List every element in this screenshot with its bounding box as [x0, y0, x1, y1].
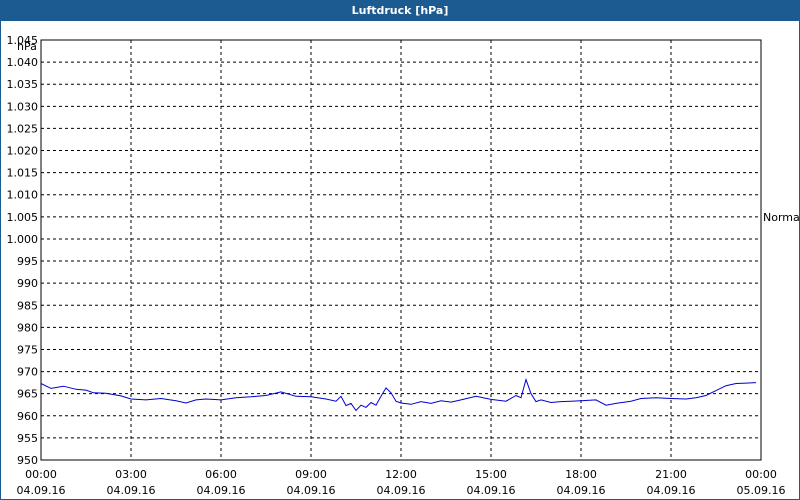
y-tick-label: 1.000	[7, 233, 39, 246]
normal-reference-label: Normal	[763, 211, 800, 224]
x-tick-date-label: 04.09.16	[197, 484, 246, 497]
x-tick-date-label: 04.09.16	[17, 484, 66, 497]
x-tick-date-label: 05.09.16	[737, 484, 786, 497]
x-tick-time-label: 18:00	[565, 468, 597, 481]
x-tick-date-label: 04.09.16	[287, 484, 336, 497]
grid-lines	[41, 39, 761, 460]
y-tick-label: 995	[17, 255, 38, 268]
y-tick-label: 1.010	[7, 189, 39, 202]
y-tick-label: 1.040	[7, 56, 39, 69]
x-tick-time-label: 15:00	[475, 468, 507, 481]
y-tick-label: 955	[17, 432, 38, 445]
y-tick-label: 980	[17, 321, 38, 334]
plot-area-border	[40, 39, 762, 461]
y-tick-label: 960	[17, 410, 38, 423]
y-axis-label: hPa	[17, 40, 37, 53]
x-tick-time-label: 21:00	[655, 468, 687, 481]
x-tick-time-label: 12:00	[385, 468, 417, 481]
x-tick-time-label: 00:00	[25, 468, 57, 481]
pressure-series-line	[40, 377, 757, 412]
y-tick-label: 950	[17, 454, 38, 467]
y-tick-label: 1.025	[7, 122, 39, 135]
y-tick-label: 1.030	[7, 100, 39, 113]
x-tick-date-label: 04.09.16	[557, 484, 606, 497]
y-tick-label: 965	[17, 388, 38, 401]
y-tick-label: 1.005	[7, 211, 39, 224]
x-tick-time-label: 06:00	[205, 468, 237, 481]
x-tick-date-label: 04.09.16	[377, 484, 426, 497]
y-tick-label: 970	[17, 366, 38, 379]
y-tick-label: 1.035	[7, 78, 39, 91]
x-tick-date-label: 04.09.16	[467, 484, 516, 497]
y-tick-label: 990	[17, 277, 38, 290]
y-tick-label: 985	[17, 299, 38, 312]
y-tick-label: 1.020	[7, 145, 39, 158]
y-tick-label: 975	[17, 343, 38, 356]
x-tick-time-label: 09:00	[295, 468, 327, 481]
y-tick-label: 1.015	[7, 167, 39, 180]
x-tick-date-label: 04.09.16	[647, 484, 696, 497]
x-tick-date-label: 04.09.16	[107, 484, 156, 497]
x-axis-ticks: 00:00 04.09.16 03:00 04.09.16 06:00 04.09.16 0…	[17, 468, 786, 497]
x-tick-time-label: 00:00	[745, 468, 777, 481]
y-axis-ticks: 950 955 960 965 970 975 980 985 990 995 1.000 1.005…	[7, 34, 39, 467]
chart-title: Luftdruck [hPa]	[1, 1, 799, 21]
y-tick-label: 1.045	[7, 34, 39, 47]
x-tick-time-label: 03:00	[115, 468, 147, 481]
